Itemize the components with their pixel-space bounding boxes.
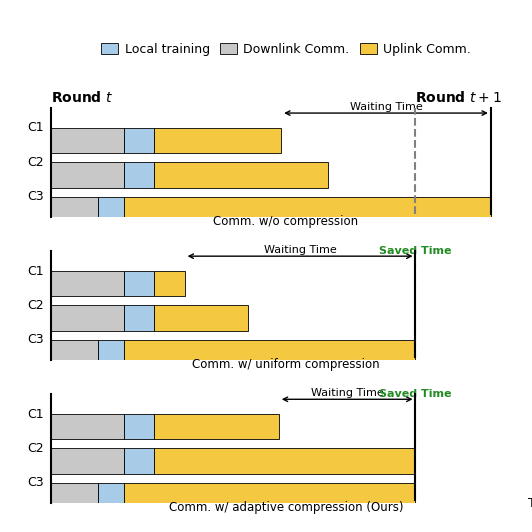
- Text: C3: C3: [27, 476, 44, 489]
- Bar: [51, 448, 123, 474]
- Bar: [51, 305, 123, 331]
- Bar: [154, 414, 279, 439]
- Bar: [123, 162, 154, 188]
- Text: C3: C3: [27, 190, 44, 203]
- Text: Time: Time: [528, 496, 532, 510]
- Bar: [51, 483, 98, 508]
- Bar: [154, 305, 248, 331]
- Bar: [154, 448, 415, 474]
- Text: C1: C1: [27, 264, 44, 278]
- Text: Comm. w/o compression: Comm. w/o compression: [213, 214, 359, 228]
- Bar: [51, 340, 98, 365]
- Bar: [123, 128, 154, 153]
- Text: Comm. w/ uniform compression: Comm. w/ uniform compression: [192, 358, 380, 371]
- Text: Round $t$: Round $t$: [51, 90, 113, 105]
- Text: Waiting Time: Waiting Time: [311, 388, 384, 398]
- Bar: [51, 414, 123, 439]
- Bar: [51, 162, 123, 188]
- Text: Saved Time: Saved Time: [379, 389, 452, 399]
- Bar: [154, 162, 328, 188]
- Text: Waiting Time: Waiting Time: [350, 102, 422, 112]
- Bar: [123, 197, 491, 222]
- Text: Waiting Time: Waiting Time: [264, 245, 336, 255]
- Text: C2: C2: [27, 156, 44, 169]
- Bar: [98, 483, 123, 508]
- Text: C2: C2: [27, 442, 44, 455]
- Text: Round $t+1$: Round $t+1$: [415, 90, 502, 105]
- Bar: [123, 448, 154, 474]
- Text: C1: C1: [27, 121, 44, 135]
- Bar: [51, 271, 123, 296]
- Bar: [123, 340, 415, 365]
- Bar: [154, 271, 185, 296]
- Bar: [123, 271, 154, 296]
- Bar: [98, 340, 123, 365]
- Text: C1: C1: [27, 408, 44, 421]
- Bar: [98, 197, 123, 222]
- Text: C3: C3: [27, 333, 44, 346]
- Bar: [123, 305, 154, 331]
- Bar: [123, 414, 154, 439]
- Bar: [154, 128, 281, 153]
- Text: Comm. w/ adaptive compression (Ours): Comm. w/ adaptive compression (Ours): [169, 501, 403, 514]
- Bar: [123, 483, 415, 508]
- Text: Saved Time: Saved Time: [379, 246, 452, 256]
- Bar: [51, 128, 123, 153]
- Text: C2: C2: [27, 299, 44, 312]
- Bar: [51, 197, 98, 222]
- Legend: Local training, Downlink Comm., Uplink Comm.: Local training, Downlink Comm., Uplink C…: [101, 43, 471, 56]
